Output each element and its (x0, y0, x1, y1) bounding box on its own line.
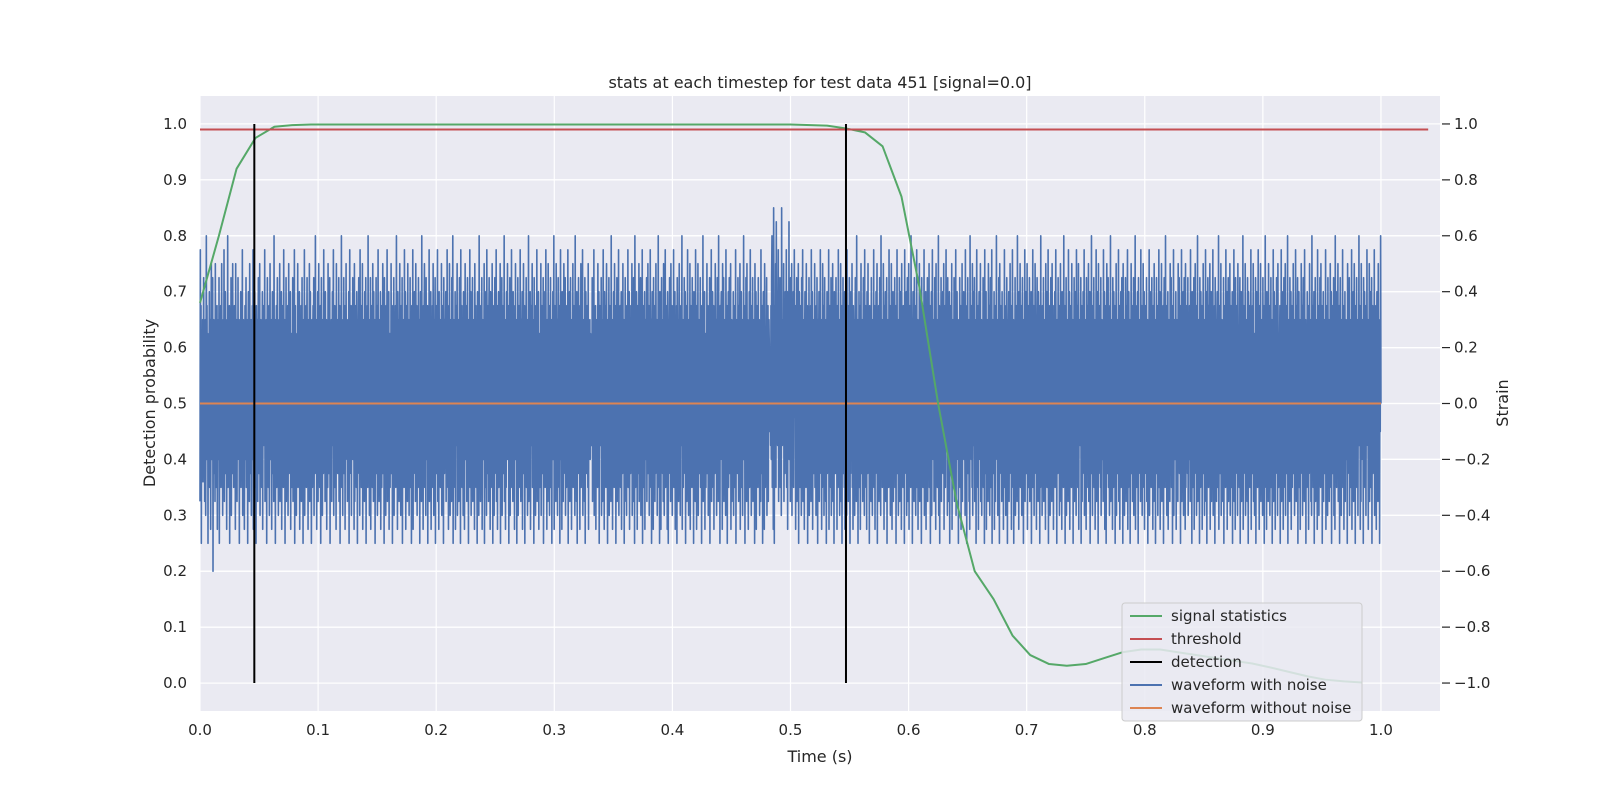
y-left-tick-label: 0.4 (163, 450, 187, 468)
x-tick-label: 0.5 (779, 721, 803, 739)
x-tick-label: 0.6 (897, 721, 921, 739)
y-right-tick-label: −0.2 (1454, 450, 1490, 468)
y-right-tick-label: −0.8 (1454, 618, 1490, 636)
x-tick-label: 0.7 (1015, 721, 1039, 739)
x-tick-label: 0.8 (1133, 721, 1157, 739)
y-left-tick-label: 0.5 (163, 395, 187, 413)
x-tick-label: 0.9 (1251, 721, 1275, 739)
x-tick-label: 0.0 (188, 721, 212, 739)
legend-label-detection: detection (1171, 653, 1242, 671)
x-axis-label: Time (s) (786, 747, 852, 766)
y-right-tick-label: 0.2 (1454, 339, 1478, 357)
legend-label-waveform-with-noise: waveform with noise (1171, 676, 1327, 694)
y-left-tick-label: 0.1 (163, 618, 187, 636)
legend-label-threshold: threshold (1171, 630, 1242, 648)
y-right-tick-label: 0.4 (1454, 283, 1478, 301)
y-left-tick-label: 0.2 (163, 562, 187, 580)
legend-label-waveform-without-noise: waveform without noise (1171, 699, 1351, 717)
legend-label-signal-statistics: signal statistics (1171, 607, 1287, 625)
chart-title: stats at each timestep for test data 451… (608, 73, 1031, 92)
y-right-tick-label: 0.6 (1454, 227, 1478, 245)
y-left-tick-label: 0.3 (163, 506, 187, 524)
x-tick-label: 0.1 (306, 721, 330, 739)
y-axis-left-label: Detection probability (140, 319, 159, 487)
y-right-tick-label: −0.4 (1454, 506, 1490, 524)
y-right-tick-label: −1.0 (1454, 674, 1490, 692)
y-left-tick-label: 1.0 (163, 115, 187, 133)
y-right-tick-label: 1.0 (1454, 115, 1478, 133)
y-left-tick-label: 0.6 (163, 339, 187, 357)
y-axis-right-label: Strain (1493, 379, 1512, 426)
y-right-tick-label: 0.0 (1454, 395, 1478, 413)
x-tick-label: 0.3 (542, 721, 566, 739)
x-tick-label: 0.4 (660, 721, 684, 739)
x-tick-label: 0.2 (424, 721, 448, 739)
y-left-tick-label: 0.0 (163, 674, 187, 692)
y-right-tick-label: −0.6 (1454, 562, 1490, 580)
y-left-tick-label: 0.8 (163, 227, 187, 245)
legend: signal statistics threshold detection wa… (1122, 603, 1362, 721)
x-tick-label: 1.0 (1369, 721, 1393, 739)
y-left-tick-label: 0.7 (163, 283, 187, 301)
y-left-tick-label: 0.9 (163, 171, 187, 189)
y-right-tick-label: 0.8 (1454, 171, 1478, 189)
